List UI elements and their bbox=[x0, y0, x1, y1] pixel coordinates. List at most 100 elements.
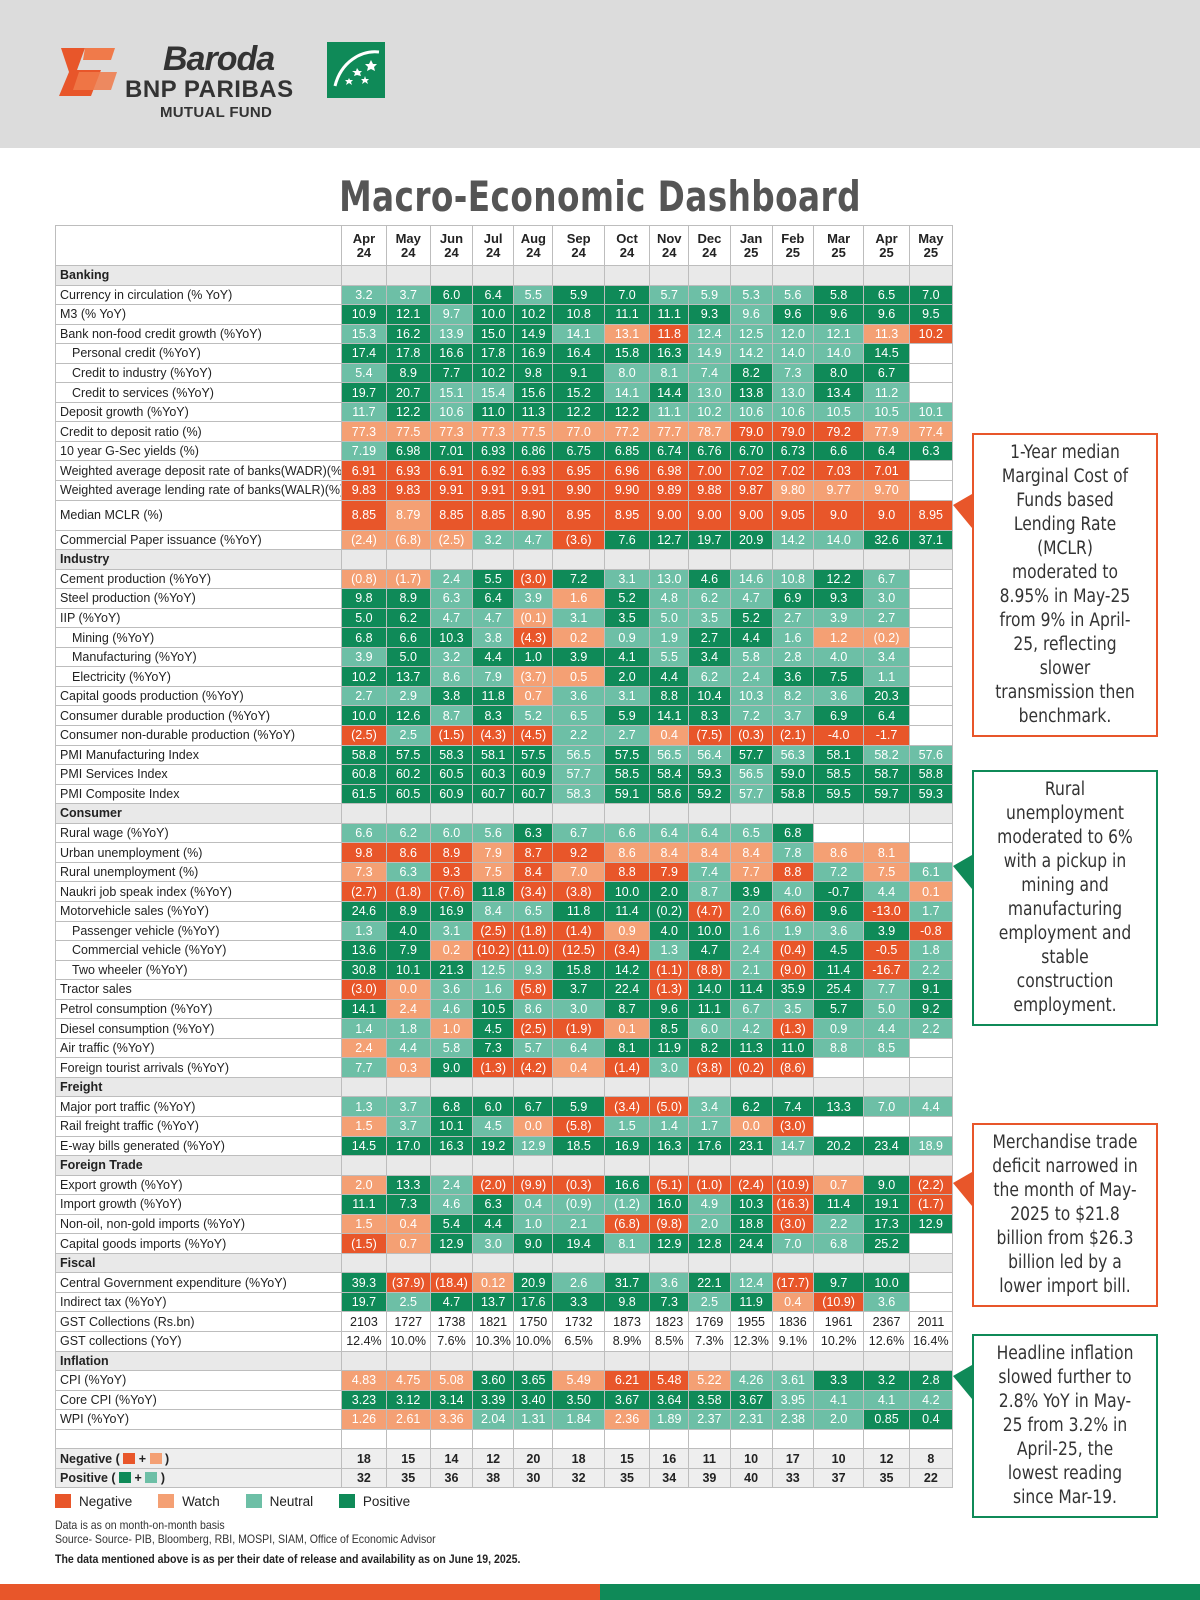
value-cell: 3.61 bbox=[771, 1370, 814, 1391]
value-cell: 2.5 bbox=[688, 1291, 731, 1313]
value-cell: 56.4 bbox=[688, 744, 731, 766]
value-cell: 1.0 bbox=[429, 1018, 474, 1039]
value-cell: 4.4 bbox=[908, 1096, 954, 1117]
indicator-row: GST collections (YoY) 12.4% 10.0% 7.6% 10.3%… bbox=[54, 1330, 954, 1352]
value-cell: 3.5 bbox=[771, 998, 814, 1020]
value-cell: 17.8 bbox=[385, 343, 431, 364]
indicator-row: IIP (%YoY) 5.0 6.2 4.7 4.7 (0.1) 3.1 3.5 5.0 3.5 5… bbox=[54, 607, 954, 629]
value-cell: 14.2 bbox=[729, 343, 773, 364]
value-cell: 2.4 bbox=[729, 940, 773, 961]
indicator-label: Bank non-food credit growth (%YoY) bbox=[54, 323, 343, 345]
value-cell: 9.88 bbox=[688, 480, 731, 501]
section-fill bbox=[603, 1076, 651, 1098]
month-name: May bbox=[918, 230, 944, 246]
section-fill bbox=[908, 1155, 954, 1176]
section-fill bbox=[472, 1350, 515, 1372]
month-name: May bbox=[395, 230, 421, 246]
value-cell: 8.95 bbox=[603, 499, 651, 531]
value-cell: 6.75 bbox=[552, 440, 605, 462]
value-cell: 14.5 bbox=[863, 343, 910, 364]
value-cell: 11.8 bbox=[472, 881, 515, 902]
value-cell: 4.75 bbox=[385, 1370, 431, 1391]
value-cell: 6.6 bbox=[341, 822, 387, 844]
value-cell: 13.4 bbox=[812, 382, 865, 403]
section-fill bbox=[863, 549, 910, 570]
section-fill bbox=[603, 1350, 651, 1372]
negative-count-row-label: Negative ( + ) bbox=[54, 1448, 343, 1469]
value-cell: (3.8) bbox=[552, 881, 605, 902]
value-cell: 3.60 bbox=[472, 1370, 515, 1391]
section-fill bbox=[908, 1076, 954, 1098]
value-cell bbox=[908, 343, 954, 364]
value-cell: 6.4 bbox=[688, 822, 731, 844]
value-cell: 11.8 bbox=[649, 323, 690, 345]
legend-neutral-label: Neutral bbox=[269, 1494, 314, 1509]
indicator-row: Diesel consumption (%YoY) 1.4 1.8 1.0 4.5 (2.… bbox=[54, 1018, 954, 1039]
indicator-label: Weighted average lending rate of banks(W… bbox=[54, 480, 343, 501]
value-cell: 14.5 bbox=[341, 1135, 387, 1157]
value-cell: 2.7 bbox=[603, 725, 651, 746]
month-name: Apr bbox=[352, 230, 376, 246]
value-cell bbox=[908, 705, 954, 727]
value-cell: 13.0 bbox=[649, 568, 690, 590]
value-cell: 58.5 bbox=[603, 764, 651, 785]
section-row: Freight bbox=[54, 1076, 954, 1098]
value-cell: 7.2 bbox=[729, 705, 773, 727]
value-cell: 2.4 bbox=[729, 666, 773, 687]
value-cell: 7.7 bbox=[863, 979, 910, 1000]
value-cell bbox=[908, 1057, 954, 1078]
month-year: 24 bbox=[400, 244, 416, 260]
value-cell: 6.0 bbox=[429, 284, 474, 306]
indicator-row: Cement production (%YoY) (0.8) (1.7) 2.4 5.5… bbox=[54, 568, 954, 590]
close-paren: ) bbox=[160, 1471, 165, 1486]
section-fill bbox=[649, 1155, 690, 1176]
section-label: Consumer bbox=[54, 803, 343, 824]
value-cell: 15.2 bbox=[552, 382, 605, 403]
indicator-row: PMI Composite Index 61.5 60.5 60.9 60.7 60.7 5… bbox=[54, 783, 954, 805]
indicator-row: Central Government expenditure (%YoY) 39.… bbox=[54, 1272, 954, 1293]
section-fill bbox=[552, 1155, 605, 1176]
legend-swatch-icon bbox=[149, 1452, 162, 1464]
callout-trade-text: Merchandise trade deficit narrowed in th… bbox=[992, 1132, 1138, 1297]
spacer-cell bbox=[908, 1428, 954, 1450]
value-cell: 10.2 bbox=[341, 666, 387, 687]
value-cell: 6.3 bbox=[385, 861, 431, 883]
value-cell: 59.5 bbox=[812, 783, 865, 805]
count-cell: 32 bbox=[341, 1467, 387, 1489]
value-cell: 1.8 bbox=[385, 1018, 431, 1039]
value-cell: 4.4 bbox=[863, 1018, 910, 1039]
value-cell: (1.3) bbox=[771, 1018, 814, 1039]
indicator-label: Currency in circulation (% YoY) bbox=[54, 284, 343, 306]
value-cell bbox=[812, 1057, 865, 1078]
callout-mclr-text: 1-Year median Marginal Cost of Funds bas… bbox=[995, 442, 1135, 727]
indicator-label: Tractor sales bbox=[54, 979, 343, 1000]
value-cell: 77.9 bbox=[863, 421, 910, 442]
indicator-label: Non-oil, non-gold imports (%YoY) bbox=[54, 1213, 343, 1235]
value-cell: 11.3 bbox=[513, 401, 554, 423]
value-cell: 1732 bbox=[552, 1311, 605, 1332]
section-label: Banking bbox=[54, 265, 343, 286]
value-cell: 12.2 bbox=[812, 568, 865, 590]
value-cell: (5.8) bbox=[552, 1115, 605, 1137]
value-cell: 78.7 bbox=[688, 421, 731, 442]
indicator-row: Major port traffic (%YoY) 1.3 3.7 6.8 6.0 6.7… bbox=[54, 1096, 954, 1117]
value-cell: 9.7 bbox=[812, 1272, 865, 1293]
indicator-row: Bank non-food credit growth (%YoY) 15.3 16… bbox=[54, 323, 954, 345]
month-year: 25 bbox=[923, 244, 939, 260]
value-cell: 3.7 bbox=[771, 705, 814, 727]
value-cell: 7.5 bbox=[472, 861, 515, 883]
value-cell: 6.85 bbox=[603, 440, 651, 462]
value-cell: 3.40 bbox=[513, 1389, 554, 1411]
value-cell: 1.6 bbox=[771, 627, 814, 648]
value-cell: 58.8 bbox=[341, 744, 387, 766]
value-cell: 1.7 bbox=[908, 900, 954, 922]
value-cell: 17.0 bbox=[385, 1135, 431, 1157]
value-cell: (3.8) bbox=[688, 1057, 731, 1078]
value-cell: 0.4 bbox=[513, 1194, 554, 1215]
value-cell: 17.6 bbox=[513, 1291, 554, 1313]
value-cell: 3.14 bbox=[429, 1389, 474, 1411]
value-cell: 5.48 bbox=[649, 1370, 690, 1391]
value-cell: 6.0 bbox=[429, 822, 474, 844]
indicator-label: Mining (%YoY) bbox=[54, 627, 343, 648]
value-cell: 9.05 bbox=[771, 499, 814, 531]
